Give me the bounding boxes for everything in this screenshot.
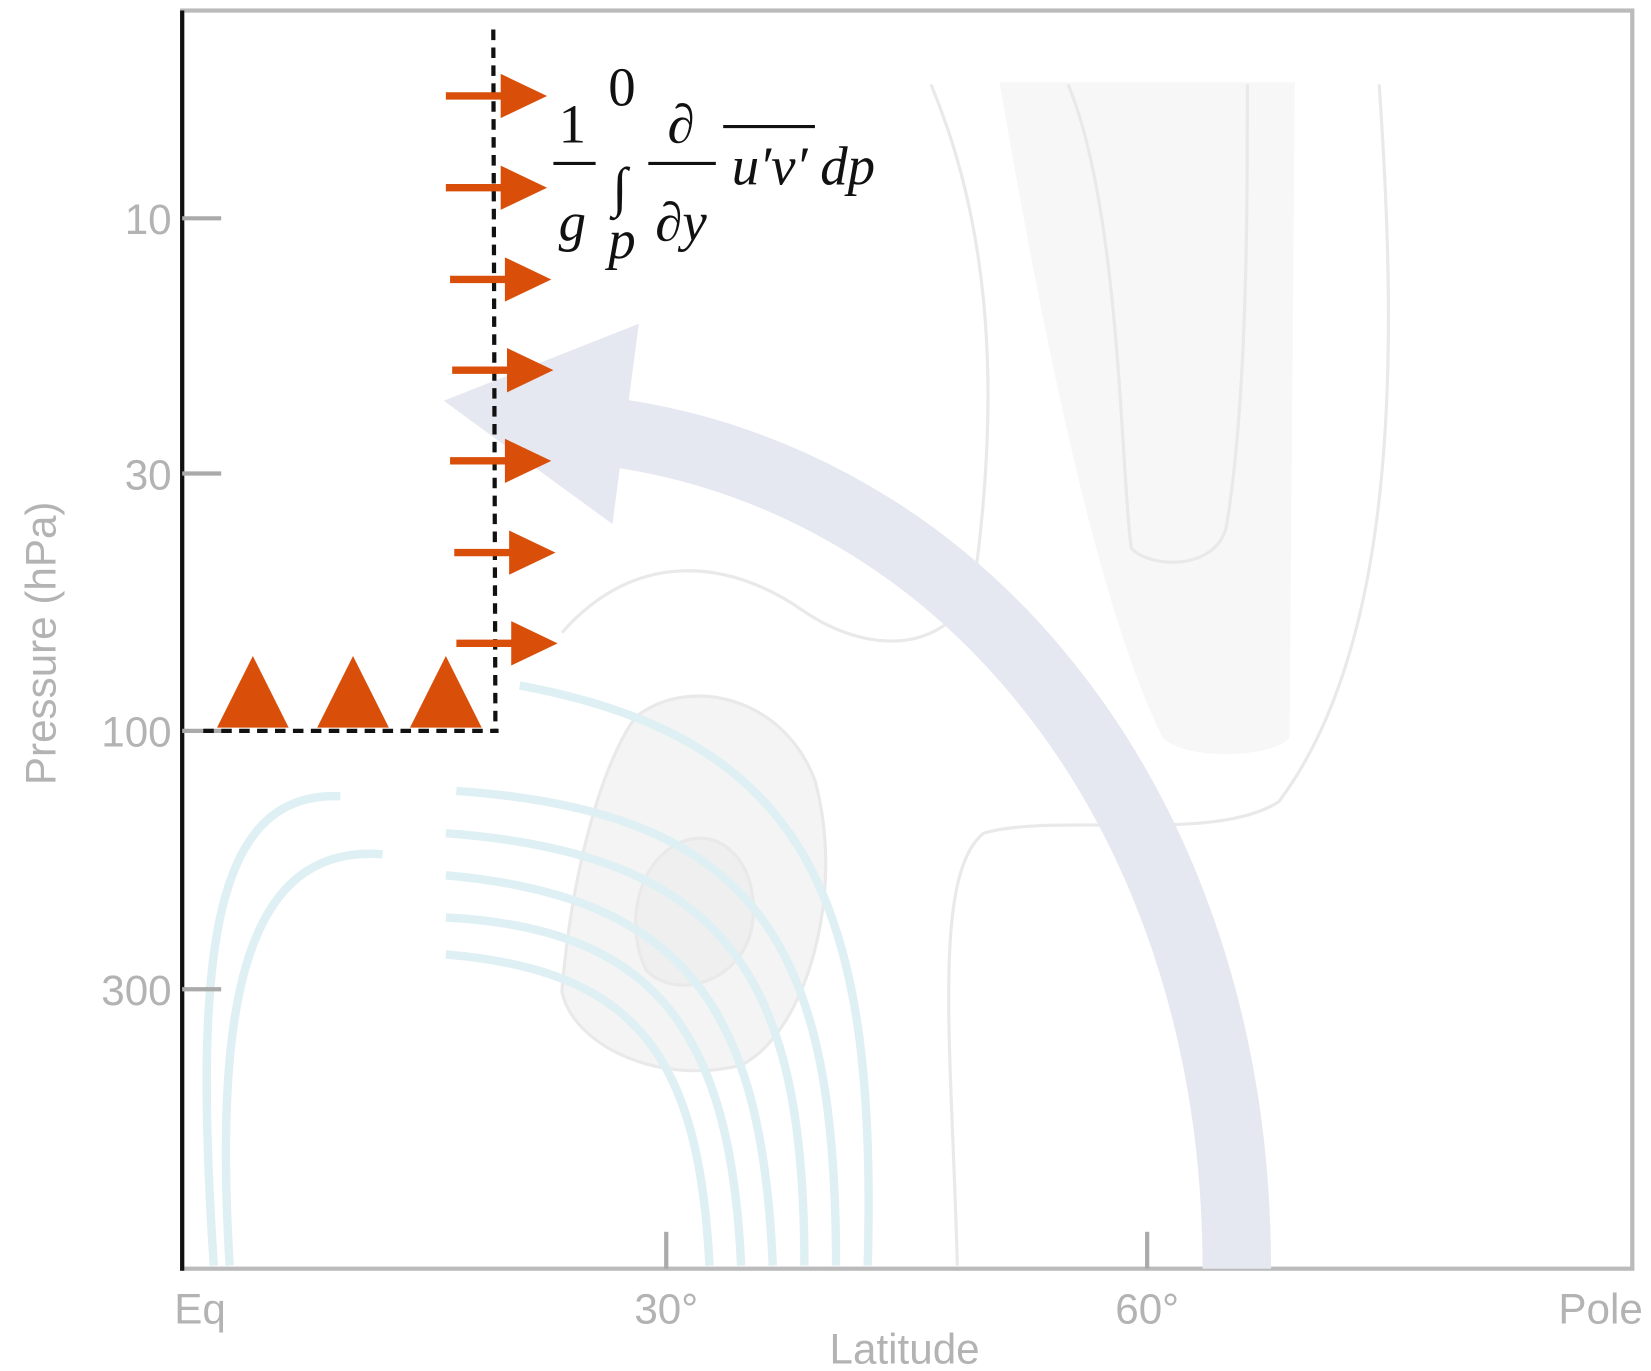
formula-lower-limit: p (604, 209, 635, 270)
x-tick-label: 60° (1115, 1286, 1179, 1333)
y-tick-label: 100 (101, 709, 171, 756)
formula-partial-y: ∂y (655, 191, 707, 252)
formula-upper-limit: 0 (608, 56, 635, 117)
formula-partial: ∂ (667, 93, 694, 154)
x-tick-label: Pole (1558, 1286, 1642, 1333)
formula-flux: u′v′ (732, 136, 809, 197)
formula-integral: ∫ (608, 157, 630, 221)
formula: 1 g ∫ 0 p ∂ ∂y u′v′ dp (553, 56, 875, 270)
residual-circulation-arrow (559, 392, 1272, 1269)
arrow-head (443, 323, 639, 525)
control-volume (203, 29, 499, 733)
formula-numerator: 1 (559, 93, 586, 154)
x-tick-label: 30° (634, 1286, 698, 1333)
formula-denominator: g (559, 191, 586, 252)
formula-differential: dp (820, 136, 875, 197)
x-axis-label: Latitude (830, 1326, 980, 1371)
y-tick-label: 300 (101, 967, 171, 1014)
x-tick-label: Eq (174, 1286, 226, 1333)
circulation (202, 681, 873, 1266)
y-axis-label: Pressure (hPa) (18, 502, 65, 786)
y-tick-label: 10 (125, 196, 172, 243)
ticks (182, 216, 1150, 1269)
flux-arrows (216, 73, 558, 728)
y-tick-label: 30 (125, 451, 172, 498)
